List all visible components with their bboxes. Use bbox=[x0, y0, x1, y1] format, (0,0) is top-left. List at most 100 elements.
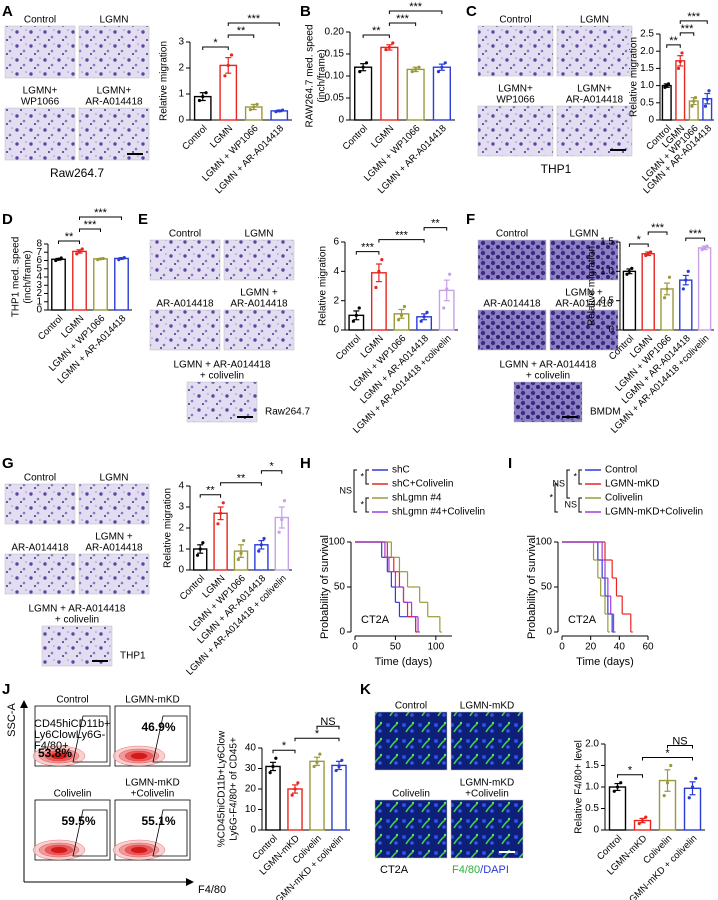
y-tick-label: 1.0 bbox=[585, 782, 599, 793]
y-tick-label: 0 bbox=[36, 305, 42, 316]
data-point bbox=[417, 65, 421, 69]
y-tick-label: 3 bbox=[178, 502, 184, 513]
panel-letter: D bbox=[2, 211, 13, 228]
data-point bbox=[692, 99, 696, 103]
legend-label: Colivelin bbox=[605, 493, 643, 504]
micrograph bbox=[513, 381, 583, 423]
data-point bbox=[443, 61, 447, 65]
significance-label: * bbox=[628, 765, 633, 777]
y-tick-label: 7 bbox=[36, 247, 42, 258]
significance-label: * bbox=[282, 740, 287, 752]
image-label: LGMN-mKD bbox=[460, 778, 514, 789]
bar bbox=[432, 66, 451, 121]
data-point bbox=[391, 41, 395, 45]
significance-label: NS bbox=[339, 485, 352, 495]
image-label: LGMN bbox=[570, 229, 599, 240]
data-point bbox=[216, 522, 220, 526]
data-point bbox=[277, 109, 281, 113]
data-point bbox=[681, 287, 685, 291]
data-point bbox=[669, 763, 673, 768]
y-tick-label: 3 bbox=[178, 37, 184, 48]
bar bbox=[354, 66, 373, 121]
data-point bbox=[358, 70, 362, 74]
y-tick-label: 40 bbox=[245, 743, 257, 754]
significance-label: * bbox=[637, 234, 642, 246]
significance-bracket bbox=[365, 469, 369, 485]
y-tick-label: 5 bbox=[36, 263, 42, 274]
data-point bbox=[315, 760, 319, 764]
significance-label: *** bbox=[409, 1, 423, 13]
data-point bbox=[410, 70, 414, 74]
data-point bbox=[700, 248, 704, 252]
data-point bbox=[396, 318, 401, 322]
significance-bracket bbox=[79, 228, 101, 232]
image-caption: CT2A bbox=[380, 864, 409, 876]
significance-label: NS bbox=[672, 735, 687, 747]
image-label: LGMN bbox=[580, 15, 609, 26]
y-axis-label: %CD45hiCD11b+Ly6Clow bbox=[217, 730, 228, 847]
y-tick-label: 4 bbox=[36, 272, 42, 283]
data-point bbox=[637, 821, 641, 826]
panel-letter: I bbox=[508, 455, 512, 472]
flow-arrow bbox=[186, 878, 194, 886]
x-tick-label: Control bbox=[36, 313, 65, 342]
image-label: LGMN-mKD bbox=[460, 701, 514, 712]
micrograph bbox=[78, 483, 150, 525]
significance-bracket bbox=[679, 32, 695, 36]
data-point bbox=[204, 91, 208, 95]
data-point bbox=[357, 306, 361, 310]
x-tick-label: 20 bbox=[585, 642, 597, 653]
flow-arrow bbox=[20, 700, 28, 708]
y-tick-label: 20 bbox=[245, 784, 257, 795]
bar bbox=[331, 764, 347, 831]
data-point bbox=[77, 249, 82, 254]
flow-axis-label: F4/80 bbox=[198, 884, 226, 896]
significance-label: * bbox=[213, 37, 218, 49]
data-point bbox=[119, 256, 124, 261]
stain-label: F4/80/DAPI bbox=[452, 864, 509, 876]
data-point bbox=[646, 252, 650, 256]
image-label: AR-A014418 bbox=[566, 95, 624, 106]
image-caption: Raw264.7 bbox=[265, 407, 310, 418]
y-tick-label: 0 bbox=[339, 627, 345, 638]
bar bbox=[93, 258, 108, 311]
data-point bbox=[255, 102, 259, 106]
data-point bbox=[54, 258, 58, 263]
flow-label: +Colivelin bbox=[131, 789, 175, 800]
significance-bracket bbox=[388, 22, 417, 26]
image-label: AR-A014418 bbox=[11, 543, 69, 554]
significance-bracket bbox=[667, 745, 693, 749]
y-axis-label: THP1 med. speed bbox=[11, 237, 22, 318]
data-point bbox=[242, 539, 246, 543]
data-point bbox=[221, 501, 225, 505]
data-point bbox=[229, 53, 234, 57]
y-axis-label: (inch/frame) bbox=[317, 49, 328, 102]
significance-label: ** bbox=[237, 25, 246, 37]
y-tick-label: 0.20 bbox=[325, 27, 345, 38]
significance-bracket bbox=[566, 469, 570, 499]
data-point bbox=[56, 257, 61, 261]
image-label: Control bbox=[496, 229, 528, 240]
y-tick-label: 2 bbox=[36, 288, 42, 299]
data-point bbox=[690, 785, 695, 789]
gate-percent: 46.9% bbox=[141, 720, 175, 734]
flow-contour bbox=[50, 846, 68, 854]
y-tick-label: 6 bbox=[36, 255, 42, 266]
flow-gate bbox=[152, 809, 188, 857]
image-label: LGMN bbox=[100, 473, 129, 484]
data-point bbox=[364, 61, 369, 65]
data-point bbox=[257, 549, 261, 553]
significance-bracket bbox=[316, 725, 340, 730]
micrograph bbox=[477, 105, 554, 157]
y-tick-label: 0.5 bbox=[585, 803, 599, 814]
significance-bracket bbox=[647, 231, 668, 235]
significance-bracket bbox=[272, 749, 296, 754]
micrograph bbox=[223, 239, 295, 281]
y-tick-label: 0.05 bbox=[325, 93, 345, 104]
significance-bracket bbox=[355, 251, 380, 255]
bar bbox=[72, 250, 87, 311]
data-point bbox=[625, 272, 629, 276]
micrograph bbox=[149, 239, 221, 281]
y-tick-label: 2.0 bbox=[640, 46, 654, 57]
y-tick-label: 0 bbox=[178, 115, 184, 126]
